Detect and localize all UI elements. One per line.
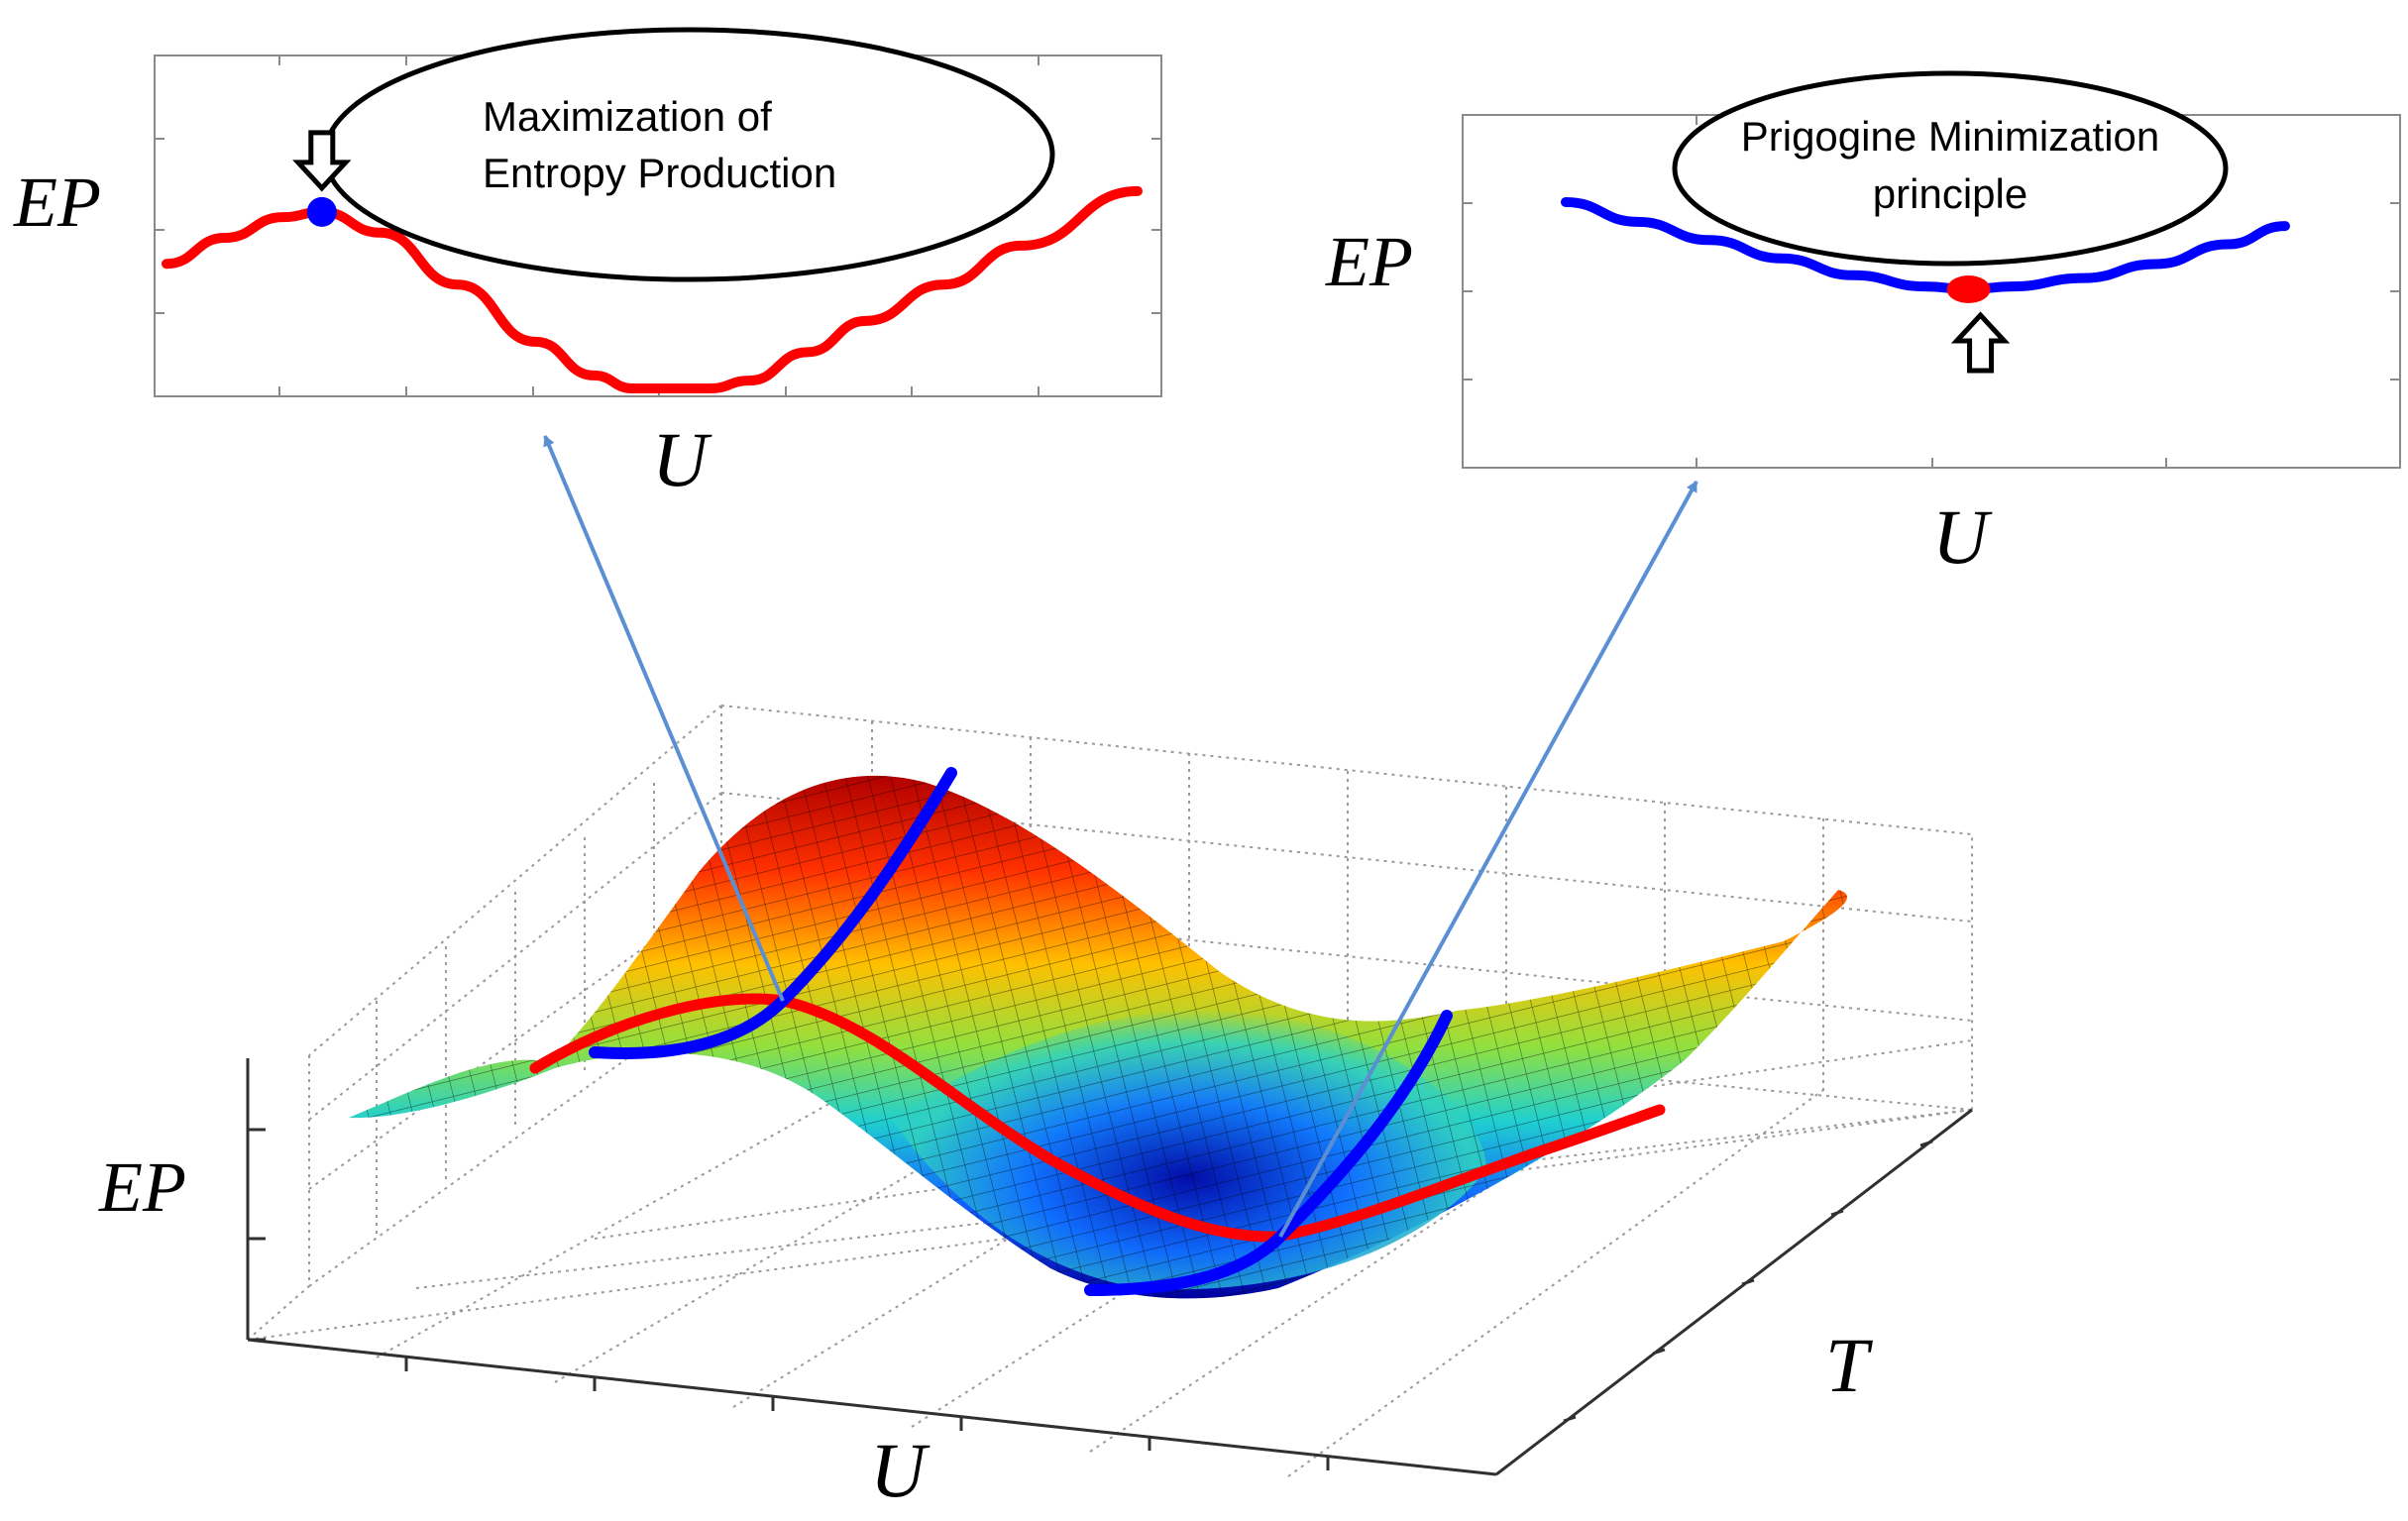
inset-max-callout-line1: Maximization of (483, 93, 772, 140)
inset-max-ylabel: EP (13, 163, 101, 242)
inset-min-chart: Prigogine Minimization principle EP U (1325, 70, 2401, 580)
inset-max-marker (306, 196, 337, 227)
inset-min-callout-line2: principle (1873, 170, 2027, 217)
up-arrow-shape (1950, 311, 2011, 374)
inset-min-curve (1561, 196, 2290, 294)
inset-min-ylabel: EP (1325, 222, 1413, 301)
inset-min-callout-line1: Prigogine Minimization (1741, 113, 2160, 160)
down-arrow-icon (292, 130, 352, 192)
inset-max-chart: Maximization of Entropy Production EP U (13, 27, 1162, 502)
surface-xlabel: U (870, 1427, 930, 1513)
inset-min-callout (1672, 70, 2229, 267)
surface-plot: EP U T (98, 705, 1973, 1513)
inset-max-xlabel: U (652, 416, 712, 502)
down-arrow-shape (292, 130, 352, 192)
inset-max-callout-line2: Entropy Production (483, 150, 836, 196)
surface-red-curve (529, 993, 1666, 1243)
surface-ylabel: T (1825, 1322, 1873, 1408)
up-arrow-icon (1950, 311, 2011, 374)
surface-axes (246, 1058, 1973, 1476)
surface-zlabel: EP (98, 1147, 186, 1227)
surface-mesh (349, 775, 1847, 1299)
inset-min-marker (1946, 275, 1991, 303)
inset-min-xlabel: U (1932, 493, 1993, 580)
connector-arrow-right (1278, 481, 1698, 1238)
connector-arrow-left (543, 435, 785, 1002)
